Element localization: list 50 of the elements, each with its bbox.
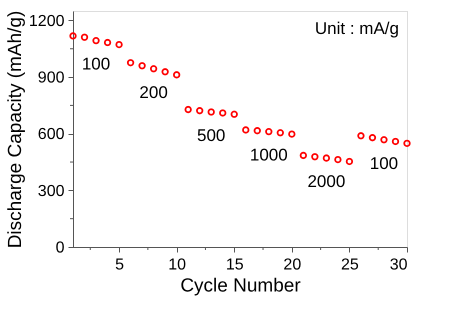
point bbox=[300, 152, 307, 160]
point bbox=[196, 107, 204, 114]
x-tick-label: 5 bbox=[115, 256, 124, 274]
point bbox=[138, 62, 146, 70]
point bbox=[334, 156, 342, 164]
annotation: 100 bbox=[370, 154, 398, 173]
point bbox=[104, 38, 112, 46]
annotation: 2000 bbox=[307, 172, 346, 192]
point bbox=[184, 106, 192, 114]
annotation: 500 bbox=[197, 126, 226, 146]
point bbox=[311, 153, 318, 160]
point bbox=[346, 158, 354, 166]
point bbox=[357, 132, 365, 140]
point bbox=[115, 40, 123, 48]
point bbox=[208, 108, 215, 116]
y-tick-label: 900 bbox=[38, 70, 65, 87]
annotation: 100 bbox=[82, 54, 110, 74]
point bbox=[265, 128, 272, 136]
point bbox=[403, 140, 411, 147]
point bbox=[242, 126, 250, 134]
x-axis-title: Cycle Number bbox=[180, 276, 302, 296]
y-tick-label: 1200 bbox=[28, 12, 65, 30]
point bbox=[80, 34, 88, 41]
point bbox=[380, 136, 388, 144]
x-tick-label: 25 bbox=[341, 256, 359, 274]
y-tick-label: 300 bbox=[38, 182, 65, 200]
point bbox=[92, 37, 100, 44]
point bbox=[230, 110, 238, 118]
point bbox=[69, 32, 77, 40]
point bbox=[276, 129, 284, 136]
point bbox=[173, 71, 180, 78]
annotation: 1000 bbox=[250, 146, 288, 165]
point bbox=[392, 138, 400, 146]
y-tick-label: 600 bbox=[38, 126, 65, 144]
point bbox=[368, 134, 376, 142]
x-tick-label: 15 bbox=[226, 256, 244, 274]
point bbox=[288, 130, 296, 138]
annotation: 200 bbox=[139, 82, 168, 102]
point bbox=[219, 109, 226, 117]
point bbox=[162, 68, 169, 76]
point bbox=[322, 154, 330, 162]
point bbox=[126, 59, 134, 66]
x-tick-label: 30 bbox=[390, 256, 408, 274]
y-axis-title: Discharge Capacity (mAh/g) bbox=[4, 10, 26, 248]
x-tick-label: 10 bbox=[168, 256, 186, 274]
y-tick-label: 0 bbox=[56, 240, 65, 256]
point bbox=[150, 65, 158, 72]
point bbox=[254, 127, 261, 134]
annotation: Unit : mA/g bbox=[314, 19, 399, 38]
x-tick-label: 20 bbox=[283, 256, 302, 274]
